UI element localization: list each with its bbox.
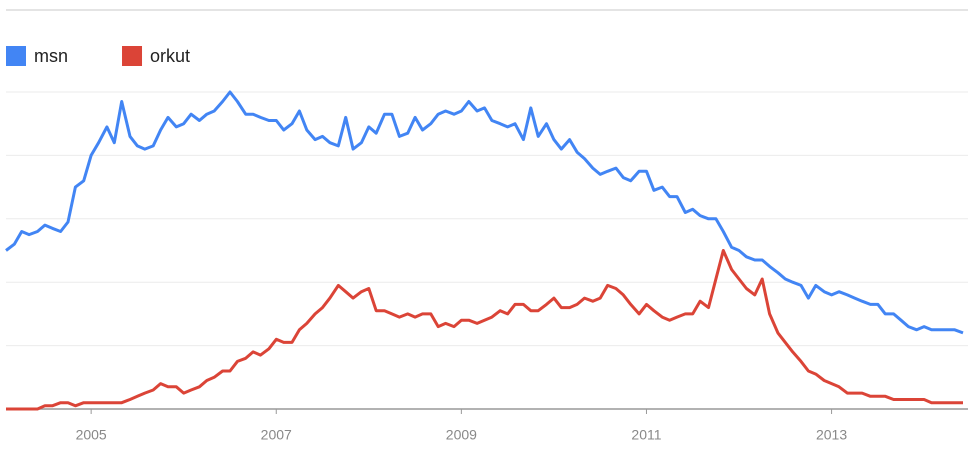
legend-swatch [122,46,143,66]
x-tick-label: 2011 [631,427,661,443]
series-line [6,249,963,411]
x-tick-label: 2005 [76,427,107,443]
x-tick-label: 2013 [816,427,847,443]
legend-label: orkut [150,46,190,66]
series-line [5,90,964,335]
x-tick-label: 2007 [261,427,292,443]
legend-swatch [6,46,26,66]
x-tick-label: 2009 [446,427,477,443]
legend-label: msn [34,46,68,66]
